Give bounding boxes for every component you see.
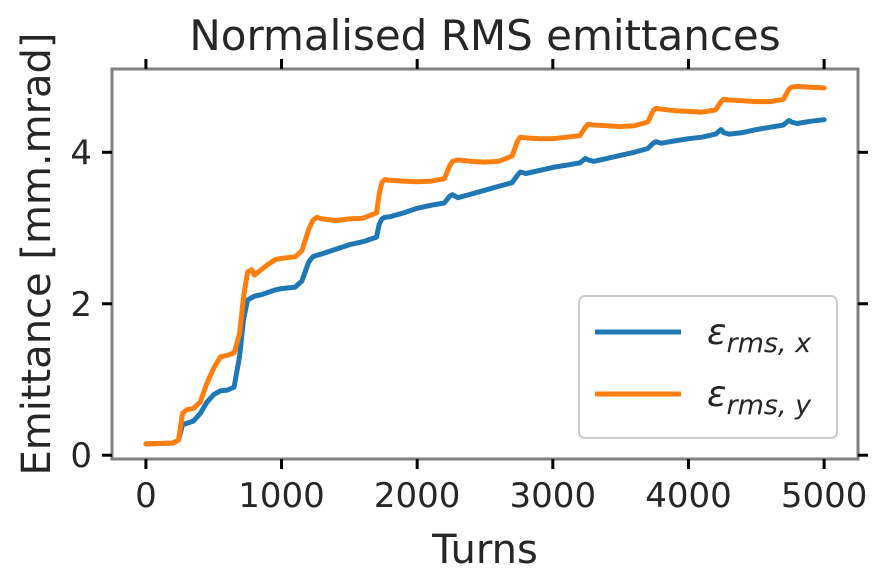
y-tick-label: 0	[70, 436, 92, 476]
plot-frame	[110, 67, 860, 461]
y-tick-label: 2	[70, 285, 92, 325]
y-axis: 0 2 4	[70, 133, 868, 476]
x-axis-title: Turns	[431, 527, 538, 573]
legend-symbol: ε	[707, 374, 726, 415]
x-tick-label: 0	[135, 476, 157, 516]
legend-subscript: rms, x	[726, 328, 812, 359]
x-tick-label: 2000	[374, 476, 461, 516]
x-tick-label: 4000	[645, 476, 732, 516]
x-tick-label: 5000	[781, 476, 868, 516]
x-tick-label: 3000	[510, 476, 597, 516]
y-tick-label: 4	[70, 133, 92, 173]
x-axis: 0 1000 2000 3000 4000 5000	[135, 59, 867, 516]
plot-area	[143, 83, 827, 447]
x-tick-label: 1000	[238, 476, 325, 516]
legend-label-y: εrms, y	[707, 374, 812, 421]
series-line-y	[143, 83, 827, 447]
legend-label-x: εrms, x	[707, 312, 812, 359]
legend-subscript: rms, y	[726, 390, 812, 421]
y-axis-title: Emittance [mm.mrad]	[14, 32, 60, 475]
chart-title: Normalised RMS emittances	[189, 11, 780, 60]
legend-symbol: ε	[707, 312, 726, 353]
